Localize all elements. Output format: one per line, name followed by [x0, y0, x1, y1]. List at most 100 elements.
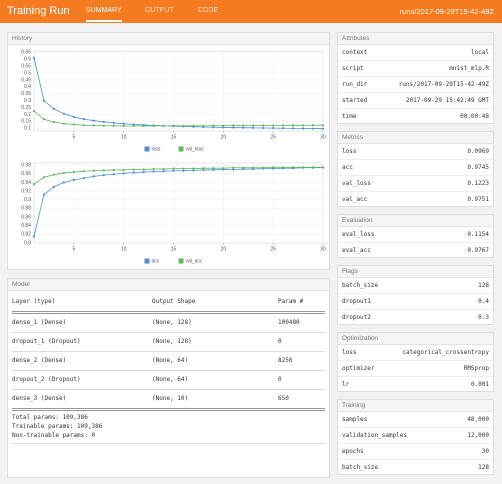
- info-value: 30: [481, 448, 489, 455]
- point: [82, 118, 85, 121]
- info-row: validation_samples 12,000: [338, 427, 493, 443]
- info-value: 0.001: [470, 381, 489, 388]
- chart: 0.8 0.82 0.84 0.86 0.88 0.9 0.92 0.94 0.96 0.98 5 1…: [21, 162, 326, 264]
- table-cell: 100480: [278, 319, 300, 326]
- point: [252, 126, 255, 129]
- point: [72, 170, 75, 174]
- panel-body: eval_loss 0.1154 eval_acc 0.9767: [338, 227, 493, 257]
- point: [311, 124, 315, 127]
- point: [152, 124, 155, 128]
- point: [301, 166, 305, 169]
- point: [202, 168, 205, 172]
- point: [142, 168, 145, 171]
- table-row: dense_2 (Dense) (None, 64) 8256: [12, 352, 325, 371]
- info-row: started 2017-09-29 15:42:49 GMT: [338, 92, 493, 108]
- point: [162, 167, 165, 171]
- point: [292, 166, 295, 169]
- point: [52, 185, 56, 188]
- y-tick-label: 0.3: [24, 98, 31, 104]
- point: [122, 172, 125, 175]
- plot-area: [33, 50, 324, 132]
- info-key: context: [342, 49, 368, 56]
- y-tick-label: 0.15: [21, 119, 31, 125]
- point: [172, 167, 175, 170]
- point: [112, 124, 115, 127]
- x-tick-label: 20: [221, 246, 227, 252]
- point: [282, 124, 285, 127]
- point: [132, 168, 135, 171]
- tab[interactable]: SUMMARY: [86, 7, 122, 22]
- point: [262, 126, 265, 130]
- legend-swatch: [178, 258, 184, 264]
- tab[interactable]: OUTPUT: [145, 7, 174, 14]
- point: [92, 124, 95, 127]
- legend-swatch: [144, 146, 150, 152]
- point: [232, 124, 235, 127]
- point: [102, 174, 105, 177]
- table-cell: 0: [278, 338, 282, 345]
- table-row: dropout_1 (Dropout) (None, 128) 0: [12, 333, 325, 352]
- panel-body: loss 0.0969 acc 0.9745 val_loss 0.1223 val_acc…: [338, 144, 493, 206]
- y-tick-label: 0.88: [21, 206, 31, 212]
- table-cell: dense_2 (Dense): [12, 357, 67, 364]
- point: [182, 169, 185, 172]
- table-cell: dropout_1 (Dropout): [12, 338, 81, 345]
- model-panel: Model Layer (type) Output Shape Param # den…: [7, 278, 330, 478]
- y-tick-label: 0.6: [24, 57, 31, 63]
- point: [192, 124, 195, 127]
- point: [321, 166, 325, 169]
- info-row: val_loss 0.1223: [338, 175, 493, 191]
- panel-title: Attributes: [338, 33, 493, 45]
- info-row: samples 48,000: [338, 412, 493, 427]
- table-row: dense_3 (Dense) (None, 10) 650: [12, 390, 325, 411]
- panel-body: samples 48,000 validation_samples 12,000 epo…: [338, 412, 493, 474]
- table-cell: (None, 128): [152, 319, 192, 326]
- info-value: local: [470, 49, 489, 56]
- tab[interactable]: CODE: [198, 7, 219, 14]
- point: [282, 166, 285, 169]
- panel-title: Model: [8, 279, 329, 291]
- point: [172, 169, 175, 172]
- x-tick-label: 25: [270, 134, 276, 140]
- point: [252, 166, 255, 169]
- column-header: Param #: [278, 298, 304, 305]
- info-key: lr: [342, 381, 350, 388]
- info-key: val_loss: [342, 180, 371, 187]
- info-row: eval_acc 0.9767: [338, 242, 493, 257]
- info-panel: Attributes context local script mnist_mlp.R r…: [337, 32, 494, 124]
- table-cell: (None, 64): [152, 357, 189, 364]
- y-tick-label: 0.9: [24, 197, 31, 203]
- footer-line: Total params: 109,386: [12, 414, 88, 421]
- y-tick-label: 0.4: [24, 84, 31, 90]
- point: [142, 124, 145, 127]
- point: [182, 167, 185, 170]
- point: [272, 124, 275, 127]
- point: [292, 127, 295, 130]
- point: [292, 124, 295, 127]
- y-tick-label: 0.94: [21, 180, 31, 186]
- point: [172, 124, 175, 127]
- info-row: batch_size 128: [338, 459, 493, 474]
- point: [212, 124, 215, 127]
- info-key: batch_size: [342, 464, 379, 471]
- info-panel: Optimization loss categorical_crossentropy…: [337, 332, 494, 392]
- info-value: 48,000: [467, 416, 489, 423]
- point: [272, 127, 275, 130]
- point: [192, 169, 195, 172]
- info-key: batch_size: [342, 282, 379, 289]
- x-tick-label: 10: [121, 134, 127, 140]
- info-key: samples: [342, 416, 368, 423]
- point: [272, 166, 275, 169]
- point: [72, 123, 75, 126]
- panel-title: Optimization: [338, 333, 493, 345]
- y-tick-label: 0.65: [21, 50, 31, 56]
- point: [62, 112, 65, 115]
- point: [112, 173, 115, 176]
- info-row: optimizer RMSprop: [338, 360, 493, 376]
- y-tick-label: 0.84: [21, 223, 31, 229]
- point: [122, 124, 125, 128]
- info-value: 00:00:48: [460, 113, 489, 120]
- info-row: batch_size 128: [338, 278, 493, 293]
- point: [112, 121, 115, 124]
